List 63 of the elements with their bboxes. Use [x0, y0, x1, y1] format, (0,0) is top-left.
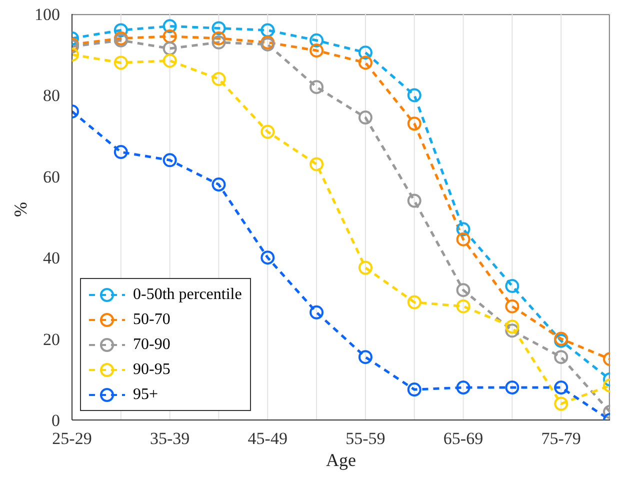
x-tick-label: 65-69 [443, 429, 484, 448]
point [114, 145, 128, 160]
point [456, 222, 470, 236]
point [505, 324, 520, 338]
point [456, 380, 470, 395]
point [212, 21, 226, 36]
legend-label: 95+ [133, 386, 158, 404]
point [505, 320, 520, 334]
point [407, 88, 422, 102]
y-tick-label: 100 [34, 5, 60, 24]
point [260, 250, 275, 265]
point [407, 295, 422, 310]
point [212, 178, 226, 192]
point [310, 305, 324, 320]
point [162, 29, 177, 44]
y-tick-label: 0 [52, 411, 60, 430]
x-tick-label: 35-39 [150, 429, 190, 448]
point [554, 396, 568, 411]
point [505, 279, 520, 294]
point [310, 44, 324, 58]
legend-label: 90-95 [133, 360, 170, 378]
point [310, 157, 324, 172]
point [114, 56, 128, 70]
point [456, 283, 470, 298]
x-tick-label: 55-59 [346, 429, 386, 448]
point [358, 46, 372, 60]
point [554, 350, 568, 364]
legend-label: 0-50th percentile [133, 286, 242, 304]
point [407, 116, 422, 131]
point [162, 19, 177, 34]
point [456, 299, 470, 314]
point [212, 72, 226, 86]
point [407, 382, 422, 397]
point [358, 110, 372, 125]
point [162, 54, 177, 68]
point [505, 299, 520, 314]
x-tick-label: 75-79 [541, 429, 581, 448]
point [358, 260, 372, 275]
x-tick-label: 25-29 [52, 429, 92, 448]
y-tick-label: 80 [43, 86, 60, 106]
legend-label: 70-90 [133, 336, 170, 354]
point [162, 153, 177, 168]
point [114, 23, 128, 38]
point [456, 232, 470, 246]
point [310, 33, 324, 48]
point [358, 350, 372, 364]
point [554, 380, 568, 395]
point [260, 23, 275, 38]
point [505, 380, 520, 395]
legend-label: 50-70 [133, 310, 170, 328]
x-axis-title: Age [326, 450, 356, 470]
point [212, 35, 226, 50]
point [310, 80, 324, 94]
y-tick-label: 40 [43, 248, 60, 268]
point [358, 56, 372, 70]
x-tick-label: 45-49 [248, 429, 288, 448]
point [212, 31, 226, 46]
y-axis-title: % [10, 202, 30, 217]
point [407, 194, 422, 208]
point [260, 124, 275, 139]
y-tick-label: 60 [43, 167, 60, 186]
point [162, 42, 177, 56]
y-tick-label: 20 [43, 330, 60, 349]
